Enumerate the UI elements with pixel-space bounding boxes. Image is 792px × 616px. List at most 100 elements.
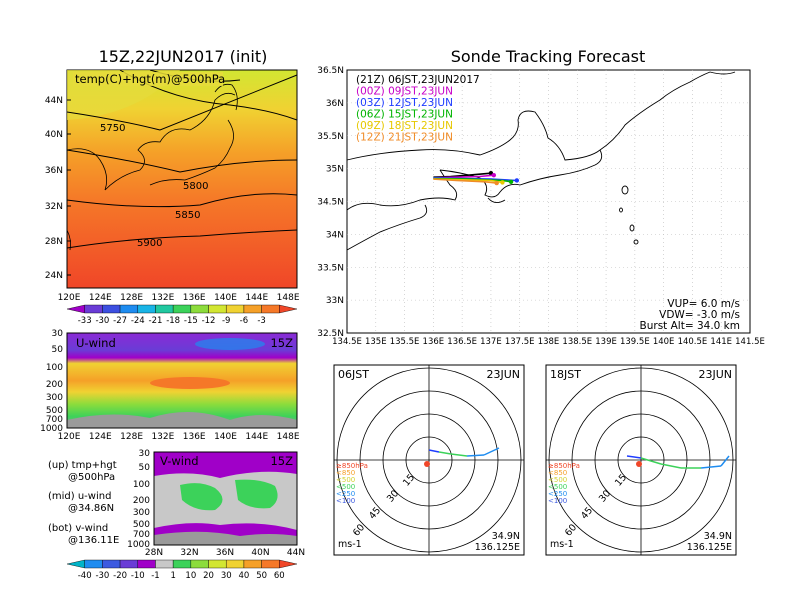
wind-colorbar-cell: [66, 559, 85, 569]
wind-colorbar-tick: 50: [256, 571, 267, 581]
legend-bot2: @136.11E: [68, 535, 119, 546]
vwind-lat-tick: 44N: [287, 548, 305, 558]
uwind-jet-core: [150, 377, 230, 389]
uwind-time: 15Z: [270, 336, 293, 350]
contour-label-5850: 5850: [175, 210, 200, 221]
wind-colorbar-tick: -40: [78, 571, 92, 581]
track-lon-tick: 136.5E: [447, 337, 477, 347]
track-lon-tick: 135E: [365, 337, 387, 347]
map500-panel: 5750 5800 5850 5900 temp(C)+hgt(m)@500hP…: [45, 69, 300, 303]
wind-colorbar-tick: 20: [203, 571, 214, 581]
panel-legend: (up) tmp+hgt @500hPa (mid) u-wind @34.86…: [48, 460, 119, 546]
polar-unit: ms-1: [550, 539, 574, 550]
track-vdw: VDW= -3.0 m/s: [659, 309, 740, 321]
map500-label: temp(C)+hgt(m)@500hPa: [75, 72, 225, 86]
vwind-p-tick: 300: [133, 508, 150, 518]
map500-label-bg: [73, 72, 223, 86]
track-lon-axis: 134.5E 135E 135.5E 136E 136.5E 137E 137.5E 138E…: [332, 337, 765, 347]
vwind-terrain: [154, 531, 297, 545]
polar-surface-marker: [636, 461, 642, 467]
track-legend-entry: (06Z) 15JST,23JUN: [356, 109, 453, 121]
map500-lat-tick: 32N: [45, 202, 63, 212]
uwind-lon-tick: 124E: [89, 432, 112, 442]
vwind-p-tick: 50: [139, 463, 151, 473]
uwind-p-tick: 200: [46, 380, 63, 390]
legend-mid: (mid) u-wind: [48, 491, 111, 502]
track-legend: (21Z) 06JST,23JUN2017(00Z) 09JST,23JUN(0…: [356, 74, 480, 144]
temp-colorbar-tick: -3: [257, 316, 265, 326]
polar-hodograph-segment: [450, 453, 468, 457]
wind-colorbar-cell: [84, 559, 103, 569]
vwind-label: V-wind: [160, 454, 199, 468]
polar-hodograph-segment: [466, 454, 485, 457]
temp-colorbar-tick: -33: [78, 316, 92, 326]
contour-label-5750: 5750: [100, 123, 125, 134]
contour-label-5800: 5800: [183, 181, 208, 192]
right-title: Sonde Tracking Forecast: [451, 47, 646, 66]
polar-pressure-legend: <100: [548, 497, 567, 505]
uwind-easterly: [195, 338, 265, 350]
polar-hodograph-segment: [626, 455, 642, 459]
track-lon-tick: 141E: [710, 337, 732, 347]
map500-lon-tick: 120E: [58, 293, 81, 303]
wind-colorbar: -40 -30 -20 -10 -1 1 10 20 30 40 50 60: [66, 559, 298, 581]
map500-lon-tick: 144E: [245, 293, 268, 303]
vwind-lat-tick: 40N: [251, 548, 269, 558]
track-landing-point: [508, 179, 514, 184]
uwind-lon-tick: 136E: [183, 432, 206, 442]
wind-colorbar-cell: [279, 559, 298, 569]
legend-up2: @500hPa: [68, 472, 115, 483]
wind-colorbar-tick: 10: [185, 571, 196, 581]
track-lon-tick: 141.5E: [735, 337, 765, 347]
legend-up: (up) tmp+hgt: [48, 460, 117, 471]
temp-colorbar-cell: [66, 304, 85, 314]
polar-date: 23JUN: [698, 368, 732, 381]
temp-colorbar-tick: -15: [184, 316, 198, 326]
track-frame: [346, 69, 751, 334]
map500-lat-tick: 40N: [45, 130, 63, 140]
track-lat-tick: 35N: [326, 165, 344, 175]
wind-colorbar-cell: [102, 559, 121, 569]
track-lat-tick: 35.5N: [317, 132, 344, 142]
wind-colorbar-cell: [119, 559, 138, 569]
polar-pressure-legend: <250: [548, 490, 567, 498]
track-lat-tick: 36N: [326, 99, 344, 109]
track-lat-tick: 36.5N: [317, 66, 344, 76]
track-lines: [433, 171, 520, 186]
uwind-lon-tick: 144E: [245, 432, 268, 442]
polar-plot-06jst: 06JST 23JUN34.9N136.125Ems-115304560≥850h…: [333, 364, 525, 556]
wind-colorbar-tick: 1: [170, 571, 175, 581]
uwind-terrain: [67, 411, 297, 428]
temp-colorbar-cell: [208, 304, 227, 314]
map500-lon-tick: 128E: [120, 293, 143, 303]
track-lon-tick: 135.5E: [390, 337, 420, 347]
map500-coastlines: [66, 83, 238, 251]
temp-colorbar-tick: -21: [149, 316, 163, 326]
polar-pressure-legend: <850: [548, 469, 567, 477]
track-legend-entry: (21Z) 06JST,23JUN2017: [356, 74, 480, 86]
wind-colorbar-cell: [226, 559, 245, 569]
vwind-p-tick: 30: [139, 449, 151, 459]
polar-hodograph-segment: [700, 465, 722, 469]
track-landing-point: [491, 173, 497, 178]
temp-colorbar-cell: [279, 304, 298, 314]
track-lon-tick: 136E: [423, 337, 445, 347]
vwind-p-tick: 200: [133, 496, 150, 506]
temp-colorbar-cell: [102, 304, 121, 314]
vwind-p-tick: 1000: [127, 540, 150, 550]
temp-colorbar-cell: [261, 304, 280, 314]
wind-colorbar-tick: -30: [95, 571, 109, 581]
uwind-lon-axis: 120E 124E 128E 132E 136E 140E 144E 148E: [58, 432, 300, 442]
polar-pressure-legend: <250: [336, 490, 355, 498]
track-panel: (21Z) 06JST,23JUN2017(00Z) 09JST,23JUN(0…: [317, 66, 765, 347]
map500-lon-tick: 148E: [277, 293, 300, 303]
legend-mid2: @34.86N: [68, 503, 114, 514]
vwind-p-tick: 500: [133, 520, 150, 530]
track-lon-tick: 138E: [538, 337, 560, 347]
vwind-lat-tick: 32N: [180, 548, 198, 558]
temp-colorbar-tick: -30: [95, 316, 109, 326]
temp-colorbar: -33 -30 -27 -24 -21 -18 -15 -12 -9 -6 -3: [66, 304, 298, 326]
